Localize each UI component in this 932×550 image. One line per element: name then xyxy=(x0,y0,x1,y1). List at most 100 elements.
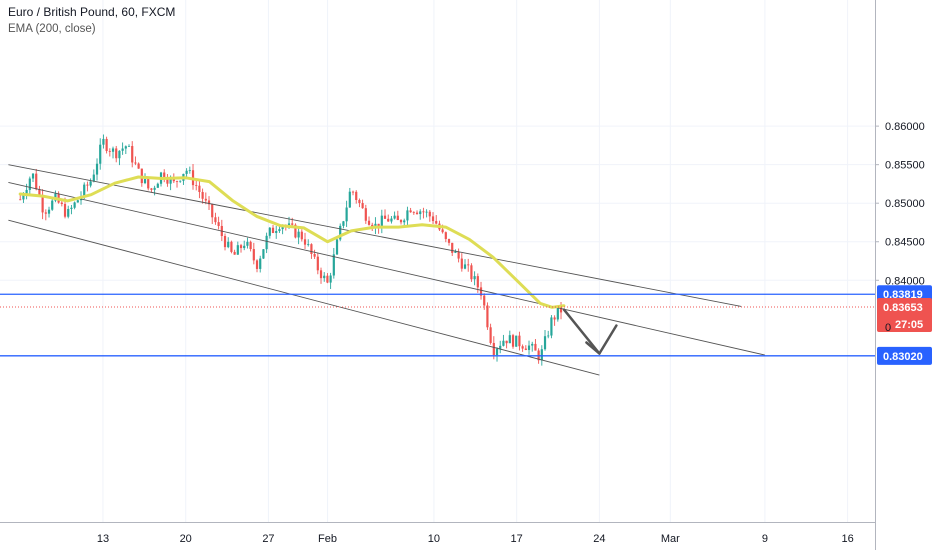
candle-body xyxy=(22,195,25,200)
candle-body xyxy=(495,348,499,355)
candle-body xyxy=(422,211,425,213)
candle-body xyxy=(435,221,438,224)
candle-body xyxy=(28,178,31,190)
x-tick-label: 17 xyxy=(511,533,523,545)
candle-body xyxy=(211,204,214,218)
candle-body xyxy=(543,336,547,350)
candle-body xyxy=(505,340,508,344)
candle-body xyxy=(73,202,76,208)
x-tick-label: 9 xyxy=(762,533,768,545)
candle-body xyxy=(534,343,537,351)
candle-body xyxy=(111,148,115,152)
candle-body xyxy=(329,275,332,283)
candle-body xyxy=(150,188,153,190)
candle-body xyxy=(409,210,412,213)
candle-body xyxy=(454,251,457,253)
candles xyxy=(19,134,563,366)
candle-body xyxy=(358,200,361,204)
candle-body xyxy=(143,179,147,184)
x-tick-label: 24 xyxy=(593,533,605,545)
candle-body xyxy=(351,191,355,193)
candle-body xyxy=(243,245,246,249)
candle-body xyxy=(492,342,495,355)
candle-body xyxy=(249,241,252,250)
candle-body xyxy=(60,202,63,204)
x-tick-label: 16 xyxy=(841,533,853,545)
candle-body xyxy=(95,163,99,175)
x-tick-label: 10 xyxy=(428,533,440,545)
candle-body xyxy=(524,348,527,350)
candle-body xyxy=(428,211,431,217)
grid xyxy=(0,0,875,522)
candle-body xyxy=(307,244,310,245)
candle-body xyxy=(380,215,383,228)
candle-body xyxy=(166,179,169,184)
candle-body xyxy=(99,144,102,164)
candle-body xyxy=(367,220,371,225)
candle-body xyxy=(489,327,492,343)
candle-body xyxy=(553,317,556,320)
y-tick-label: 0.86000 xyxy=(885,121,925,133)
candle-body xyxy=(390,218,393,222)
candle-body xyxy=(246,241,249,246)
candle-body xyxy=(25,189,28,196)
candle-body xyxy=(483,295,486,306)
candle-body xyxy=(271,227,275,233)
down-arrow xyxy=(562,308,618,355)
candle-body xyxy=(291,223,294,225)
candle-body xyxy=(153,187,156,190)
candle-body xyxy=(121,148,124,151)
candle-body xyxy=(198,185,201,193)
candle-body xyxy=(195,185,198,186)
candle-body xyxy=(227,241,230,248)
chart-title: Euro / British Pound, 60, FXCM xyxy=(8,5,176,19)
countdown-label: 27:05 xyxy=(895,319,923,331)
candle-body xyxy=(479,287,483,296)
indicator-label: EMA (200, close) xyxy=(8,23,96,35)
x-tick-label: Feb xyxy=(318,533,337,545)
candle-body xyxy=(223,236,227,248)
candle-body xyxy=(297,231,300,238)
candle-body xyxy=(86,184,89,186)
channel-line-2 xyxy=(8,181,765,356)
candle-body xyxy=(163,172,166,180)
arrow-head xyxy=(585,324,618,355)
candle-body xyxy=(31,173,35,179)
candle-body xyxy=(406,210,409,221)
candle-body xyxy=(518,335,521,347)
ema-line xyxy=(18,175,566,309)
candle-body xyxy=(35,173,38,190)
candle-body xyxy=(547,335,550,337)
candle-body xyxy=(342,221,345,226)
candle-body xyxy=(294,224,297,238)
candle-body xyxy=(431,216,435,222)
candle-body xyxy=(499,345,502,349)
candle-body xyxy=(239,245,243,249)
candle-body xyxy=(252,249,255,261)
candle-body xyxy=(515,335,518,347)
candle-body xyxy=(332,254,335,276)
candle-body xyxy=(419,211,422,215)
candle-body xyxy=(265,235,268,250)
candle-body xyxy=(467,264,470,266)
candle-body xyxy=(361,203,364,209)
candle-body xyxy=(76,200,79,203)
candle-body xyxy=(115,148,118,159)
candle-body xyxy=(364,208,367,221)
candle-body xyxy=(188,170,191,172)
level-tag-2-bg xyxy=(877,346,932,365)
candle-body xyxy=(355,191,358,201)
candle-body xyxy=(345,207,348,222)
candle-body xyxy=(559,307,563,313)
candle-body xyxy=(540,349,543,361)
candle-body xyxy=(415,212,419,215)
candle-body xyxy=(83,184,86,197)
candle-body xyxy=(383,215,387,219)
candle-body xyxy=(463,264,467,269)
candle-body xyxy=(319,270,323,279)
candle-body xyxy=(179,180,182,182)
candle-body xyxy=(300,231,303,240)
y-tick-label: 0.84500 xyxy=(885,237,925,249)
